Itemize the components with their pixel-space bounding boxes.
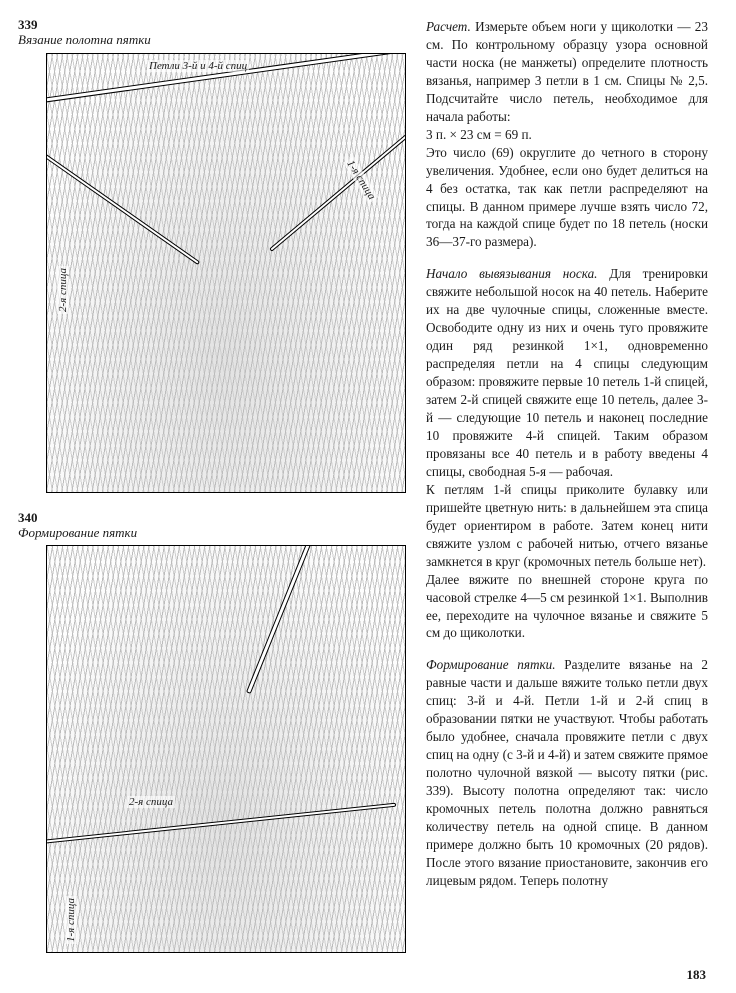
page-number: 183 xyxy=(687,967,707,983)
figure-illustration: Петли 3-й и 4-й спиц 2-я спица 1-я спица xyxy=(46,53,406,493)
figure-339: 339 Вязание полотна пятки Петли 3-й и 4-… xyxy=(18,18,408,493)
figure-340: 340 Формирование пятки 2-я спица 1-я спи… xyxy=(18,511,408,954)
paragraph-heel-formation: Формирование пятки. Разделите вязанье на… xyxy=(426,656,708,889)
figure-number: 339 xyxy=(18,18,408,32)
right-column: Расчет. Измерьте объем ноги у щиколотки … xyxy=(418,18,708,975)
fig-label-mid: 2-я спица xyxy=(127,796,175,808)
fig-label-top: Петли 3-й и 4-й спиц xyxy=(147,60,249,72)
knitting-texture xyxy=(47,546,405,952)
figure-number: 340 xyxy=(18,511,408,525)
figure-caption: Формирование пятки xyxy=(18,525,408,541)
left-column: 339 Вязание полотна пятки Петли 3-й и 4-… xyxy=(18,18,418,975)
paragraph-start-knitting: Начало вывязывания носка. Для тренировки… xyxy=(426,265,708,642)
paragraph-calculation: Расчет. Измерьте объем ноги у щиколотки … xyxy=(426,18,708,251)
figure-caption: Вязание полотна пятки xyxy=(18,32,408,48)
figure-illustration: 2-я спица 1-я спица xyxy=(46,545,406,953)
fig-label-left: 2-я спица xyxy=(57,266,69,314)
knitting-texture xyxy=(47,54,405,492)
fig-label-bottom: 1-я спица xyxy=(65,896,77,944)
page: 339 Вязание полотна пятки Петли 3-й и 4-… xyxy=(0,0,736,993)
